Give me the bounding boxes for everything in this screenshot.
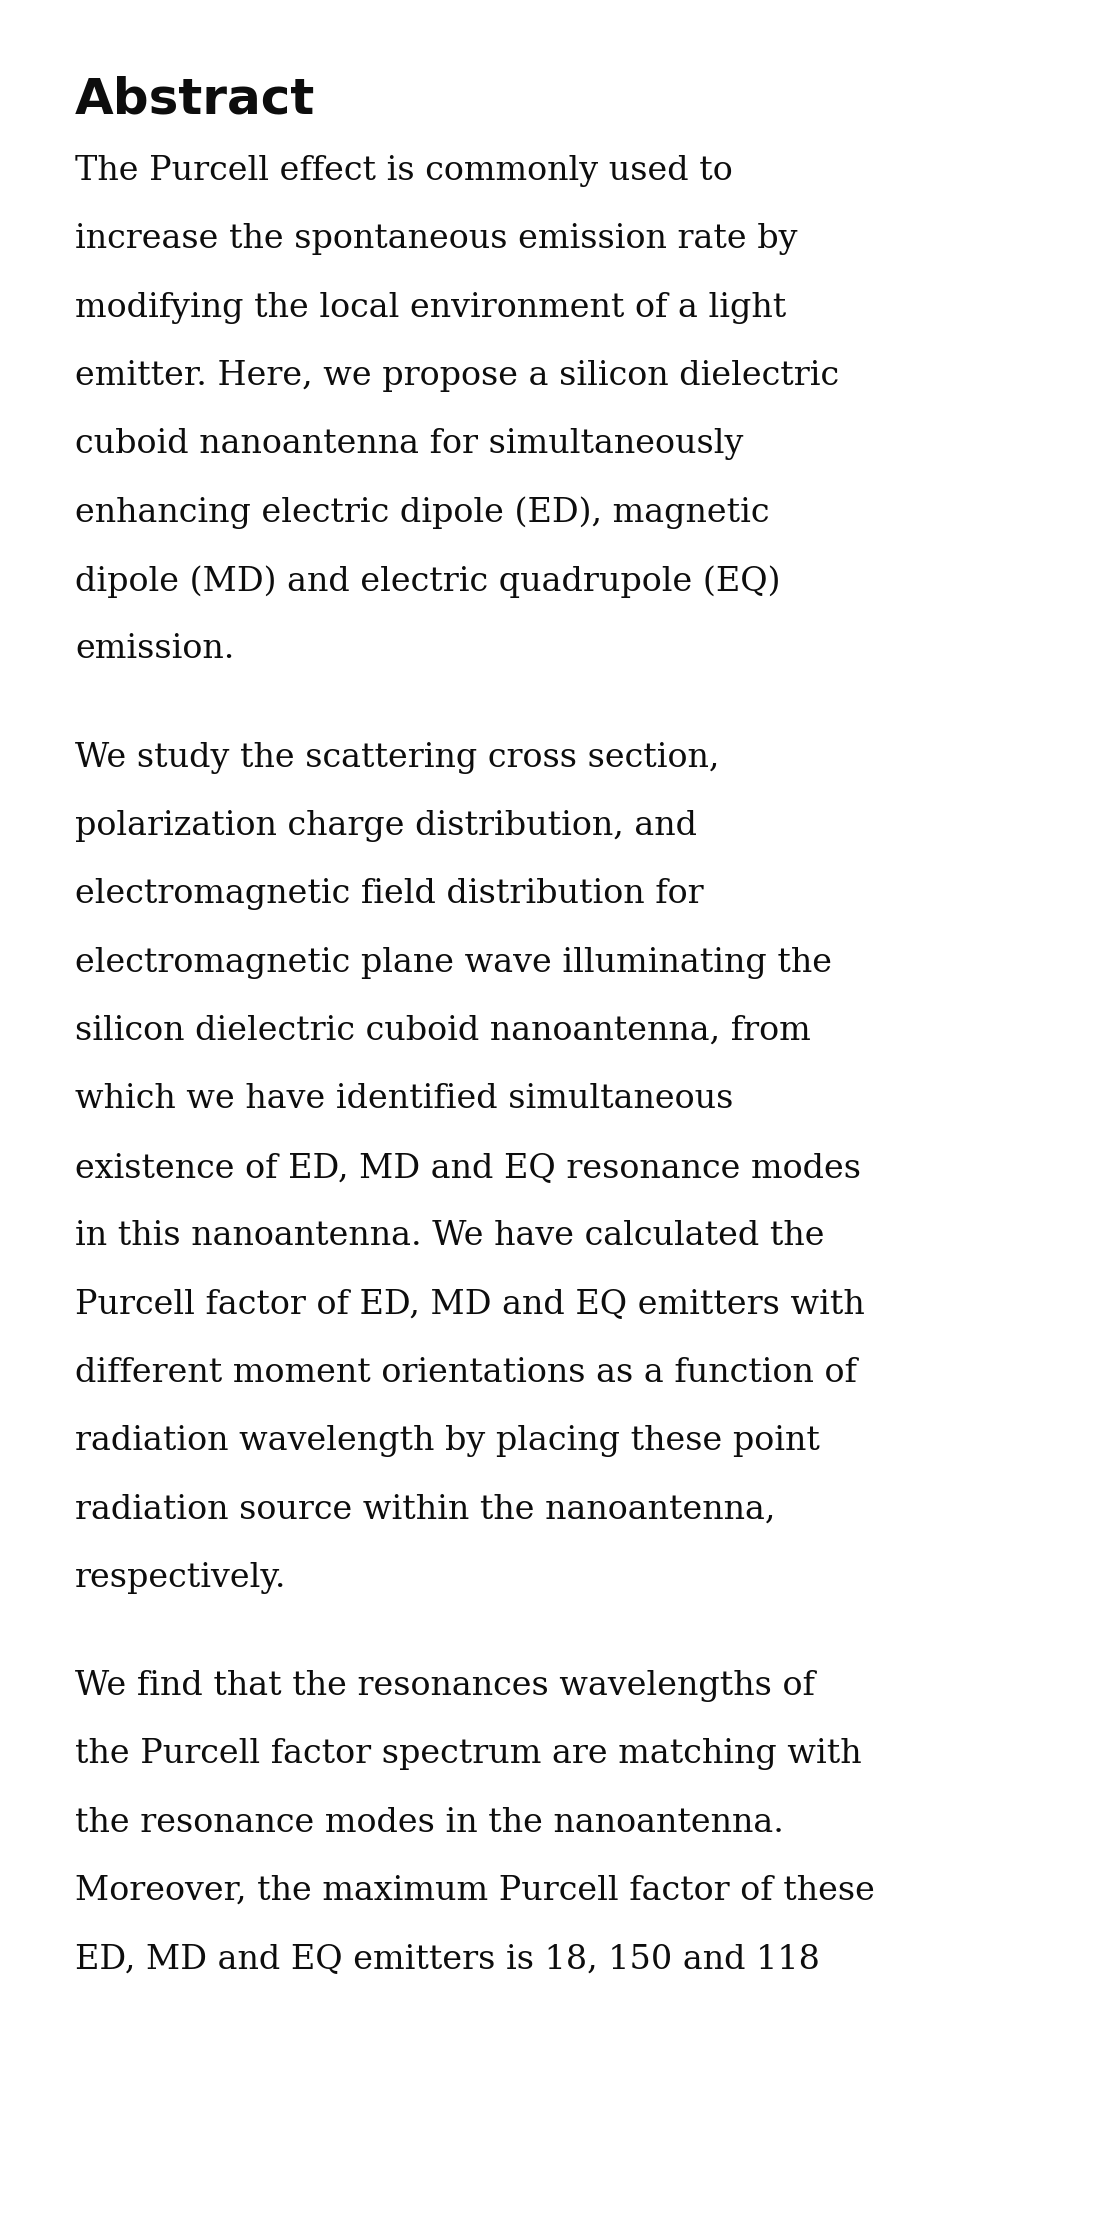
Text: silicon dielectric cuboid nanoantenna, from: silicon dielectric cuboid nanoantenna, f…: [75, 1016, 811, 1047]
Text: different moment orientations as a function of: different moment orientations as a funct…: [75, 1356, 857, 1388]
Text: ED, MD and EQ emitters is 18, 150 and 118: ED, MD and EQ emitters is 18, 150 and 11…: [75, 1943, 820, 1976]
Text: dipole (MD) and electric quadrupole (EQ): dipole (MD) and electric quadrupole (EQ): [75, 564, 781, 598]
Text: Moreover, the maximum Purcell factor of these: Moreover, the maximum Purcell factor of …: [75, 1875, 875, 1907]
Text: We study the scattering cross section,: We study the scattering cross section,: [75, 741, 719, 774]
Text: emitter. Here, we propose a silicon dielectric: emitter. Here, we propose a silicon diel…: [75, 360, 839, 392]
Text: radiation wavelength by placing these point: radiation wavelength by placing these po…: [75, 1426, 820, 1457]
Text: respectively.: respectively.: [75, 1562, 286, 1593]
Text: radiation source within the nanoantenna,: radiation source within the nanoantenna,: [75, 1493, 775, 1526]
Text: the resonance modes in the nanoantenna.: the resonance modes in the nanoantenna.: [75, 1806, 784, 1840]
Text: modifying the local environment of a light: modifying the local environment of a lig…: [75, 291, 786, 325]
Text: We find that the resonances wavelengths of: We find that the resonances wavelengths …: [75, 1670, 815, 1703]
Text: increase the spontaneous emission rate by: increase the spontaneous emission rate b…: [75, 224, 798, 255]
Text: which we have identified simultaneous: which we have identified simultaneous: [75, 1083, 734, 1115]
Text: Abstract: Abstract: [75, 76, 315, 123]
Text: The Purcell effect is commonly used to: The Purcell effect is commonly used to: [75, 154, 733, 188]
Text: cuboid nanoantenna for simultaneously: cuboid nanoantenna for simultaneously: [75, 427, 744, 461]
Text: polarization charge distribution, and: polarization charge distribution, and: [75, 810, 697, 841]
Text: existence of ED, MD and EQ resonance modes: existence of ED, MD and EQ resonance mod…: [75, 1153, 861, 1184]
Text: enhancing electric dipole (ED), magnetic: enhancing electric dipole (ED), magnetic: [75, 497, 770, 530]
Text: emission.: emission.: [75, 633, 235, 665]
Text: Purcell factor of ED, MD and EQ emitters with: Purcell factor of ED, MD and EQ emitters…: [75, 1289, 865, 1320]
Text: electromagnetic plane wave illuminating the: electromagnetic plane wave illuminating …: [75, 947, 832, 978]
Text: electromagnetic field distribution for: electromagnetic field distribution for: [75, 877, 704, 911]
Text: the Purcell factor spectrum are matching with: the Purcell factor spectrum are matching…: [75, 1739, 861, 1770]
Text: in this nanoantenna. We have calculated the: in this nanoantenna. We have calculated …: [75, 1220, 824, 1251]
